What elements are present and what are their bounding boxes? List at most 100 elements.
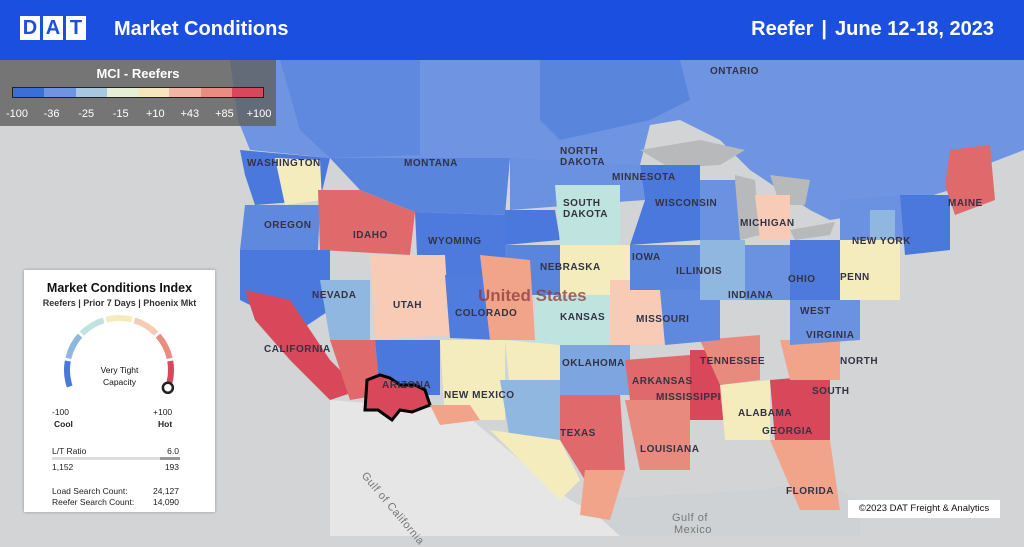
region-upstate-ny	[870, 210, 895, 240]
copyright-credit: ©2023 DAT Freight & Analytics	[848, 500, 1000, 518]
label-gulf-of-2: Mexico	[674, 524, 712, 536]
gauge-segment	[155, 333, 173, 360]
region-panhandle	[505, 340, 560, 390]
label-california: CALIFORNIA	[264, 344, 331, 355]
equipment-label: Reefer	[751, 18, 814, 40]
label-indiana: INDIANA	[728, 290, 774, 301]
gauge-min-label: Cool	[54, 419, 73, 429]
region-south-dakota-w	[505, 210, 560, 245]
region-new-mexico	[440, 340, 505, 420]
label-south-1: SOUTH	[812, 386, 850, 397]
region-missouri	[660, 290, 720, 345]
region-pennsylvania	[840, 240, 900, 300]
label-virginia: VIRGINIA	[806, 330, 855, 341]
label-nevada: NEVADA	[312, 290, 357, 301]
label-north-dakota-1: NORTH	[560, 146, 599, 157]
label-new-mexico: NEW MEXICO	[444, 390, 515, 401]
region-ohio	[790, 240, 840, 300]
label-mississippi: MISSISSIPPI	[656, 392, 721, 403]
label-washington: WASHINGTON	[247, 158, 321, 169]
region-new-england	[900, 195, 950, 255]
gauge-text-2: Capacity	[102, 377, 137, 387]
legend-swatch	[231, 88, 263, 97]
label-illinois: ILLINOIS	[676, 266, 723, 277]
date-title: Reefer | June 12-18, 2023	[751, 18, 994, 41]
lake-michigan	[735, 175, 760, 240]
label-united-states: United States	[478, 286, 587, 305]
gauge-text-1: Very Tight	[100, 365, 139, 375]
legend-tick-label: +85	[215, 108, 234, 120]
label-nebraska: NEBRASKA	[540, 262, 601, 273]
lt-ratio-track	[52, 457, 180, 460]
lt-ratio-value: 6.0	[167, 446, 179, 456]
legend-title: MCI - Reefers	[96, 66, 180, 81]
label-ontario: ONTARIO	[710, 66, 759, 77]
legend-tick-label: -100	[5, 108, 29, 120]
legend-tick-label: -25	[78, 108, 95, 120]
region-oregon	[240, 205, 320, 250]
load-search-label: Load Search Count:	[52, 486, 128, 496]
logo-letter: T	[66, 16, 86, 40]
label-michigan: MICHIGAN	[740, 218, 795, 229]
region-minnesota	[630, 165, 700, 245]
legend-swatch	[75, 88, 107, 97]
region-michigan	[755, 195, 790, 240]
canada-region	[230, 60, 1024, 220]
label-utah: UTAH	[393, 300, 423, 311]
region-alabama	[720, 380, 770, 440]
label-new-york: NEW YORK	[852, 236, 911, 247]
legend-tick-label: -15	[112, 108, 129, 120]
label-louisiana: LOUISIANA	[640, 444, 700, 455]
label-georgia: GEORGIA	[762, 426, 813, 437]
region-nevada	[320, 280, 370, 350]
header-bar: D A T Market Conditions Reefer | June 12-1…	[0, 0, 1024, 60]
region-south-dakota-e	[555, 185, 620, 245]
region-kansas	[535, 295, 610, 345]
region-south-carolina	[780, 340, 840, 380]
us-regions	[240, 145, 995, 520]
label-ohio: OHIO	[788, 274, 816, 285]
mci-card: Market Conditions Index Reefers | Prior …	[24, 270, 215, 512]
region-tucson	[430, 405, 480, 425]
label-idaho: IDAHO	[353, 230, 388, 241]
legend-color-ramp	[12, 87, 264, 98]
title-separator: |	[821, 18, 827, 40]
date-range: June 12-18, 2023	[835, 18, 994, 40]
gauge-segment	[79, 317, 105, 336]
region-indiana	[745, 245, 790, 300]
label-missouri: MISSOURI	[636, 314, 690, 325]
label-oregon: OREGON	[264, 220, 312, 231]
lake-superior	[640, 140, 745, 168]
label-oklahoma: OKLAHOMA	[562, 358, 625, 369]
mci-card-title: Market Conditions Index	[46, 281, 193, 295]
reefer-search-label: Reefer Search Count:	[52, 497, 135, 507]
load-search-value: 24,127	[153, 486, 179, 496]
region-illinois	[700, 240, 745, 300]
legend-swatch	[13, 88, 45, 97]
region-arkansas	[625, 355, 690, 400]
legend-swatch	[200, 88, 232, 97]
logo-letter: A	[43, 16, 63, 40]
label-north-dakota-2: DAKOTA	[560, 157, 606, 168]
region-louisiana	[625, 400, 690, 470]
label-wyoming: WYOMING	[428, 236, 482, 247]
label-south-dakota-1: SOUTH	[563, 198, 601, 209]
lake-erie	[790, 222, 835, 240]
region-yakima	[275, 158, 322, 205]
lt-ratio-fill	[160, 457, 180, 460]
mexico-region	[330, 400, 640, 536]
label-texas: TEXAS	[560, 428, 596, 439]
gauge-max-label: Hot	[158, 419, 173, 429]
legend-tick-label: +43	[180, 108, 200, 120]
label-alabama: ALABAMA	[738, 408, 793, 419]
region-maine	[945, 145, 995, 215]
region-kansas-city	[610, 280, 665, 345]
mci-gauge	[64, 315, 175, 395]
label-arkansas: ARKANSAS	[632, 376, 693, 387]
region-tennessee	[700, 335, 760, 385]
region-oklahoma	[560, 345, 630, 395]
label-florida: FLORIDA	[786, 486, 834, 497]
load-count: 1,152	[52, 462, 74, 472]
gauge-segment	[65, 333, 83, 360]
label-maine: MAINE	[948, 198, 983, 209]
